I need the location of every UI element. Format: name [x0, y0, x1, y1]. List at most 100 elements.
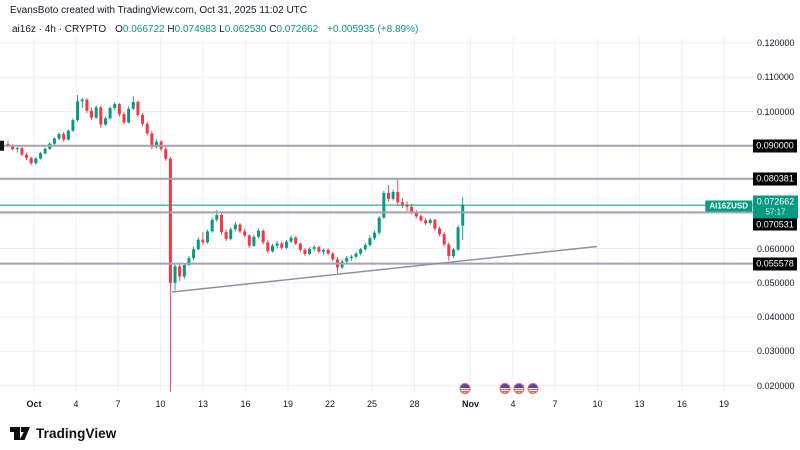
time-axis-label: Oct	[26, 399, 42, 409]
tradingview-logo-icon	[10, 427, 30, 440]
candle-body	[108, 108, 112, 119]
candle-body	[201, 239, 205, 243]
candle-body	[359, 249, 363, 254]
candle-body	[192, 249, 196, 259]
candle-body	[85, 99, 89, 111]
time-axis-label: 16	[676, 399, 688, 409]
candle-body	[298, 243, 302, 250]
candle-body	[187, 258, 191, 265]
candle-body	[456, 227, 460, 250]
candle-body	[261, 230, 265, 243]
candle-body	[400, 202, 404, 205]
candle-body	[308, 248, 312, 254]
candle-body	[99, 107, 103, 125]
ohlc-key: L	[219, 24, 225, 35]
ohlc-value: 0.062530	[224, 24, 270, 35]
time-axis-label: 25	[366, 399, 378, 409]
candle-body	[284, 241, 288, 248]
candle-body	[182, 264, 186, 277]
candle-body	[113, 103, 117, 109]
time-axis-label: Nov	[461, 399, 480, 409]
candle-body	[229, 229, 233, 239]
candle-body	[377, 217, 381, 233]
time-axis-label: 22	[324, 399, 336, 409]
economic-event-us-flag-icon[interactable]	[459, 383, 471, 394]
time-axis-label: 19	[282, 399, 294, 409]
ohlc-value: 0.074983	[174, 24, 220, 35]
candle-body	[25, 154, 29, 159]
ohlc-values: O0.066722 H0.074983 L0.062530 C0.072662	[115, 24, 318, 35]
candle-body	[428, 219, 432, 224]
level-price-label: 0.090000	[753, 139, 797, 153]
candle-body	[442, 234, 446, 245]
candle-body	[363, 245, 367, 250]
candle-body	[52, 138, 56, 144]
candle-body	[29, 158, 33, 164]
candle-body	[238, 224, 242, 232]
price-axis-label: 0.120000	[757, 38, 795, 48]
candle-body	[20, 148, 24, 155]
candle-body	[57, 134, 61, 139]
candle-body	[294, 237, 298, 244]
candle-body	[317, 247, 321, 252]
candle-body	[247, 235, 251, 246]
candle-body	[43, 148, 47, 154]
candle-body	[414, 212, 418, 217]
candle-body	[224, 232, 228, 239]
time-axis-label: 10	[155, 399, 166, 409]
economic-event-us-flag-icon[interactable]	[527, 383, 539, 394]
ohlc-key: O	[115, 24, 123, 35]
candle-body	[289, 237, 293, 242]
price-axis-label: 0.100000	[757, 106, 795, 117]
candle-body	[396, 191, 400, 203]
trendline	[171, 245, 598, 293]
candle-body	[178, 266, 182, 277]
candle-body	[90, 110, 94, 118]
tradingview-logo[interactable]: TradingView	[9, 424, 116, 442]
level-price-label: 0.070531	[753, 217, 797, 231]
current-price-value: 0.072662	[756, 196, 795, 207]
level-price-label: 0.080381	[753, 172, 797, 186]
candle-body	[438, 228, 442, 235]
ohlc-key: C	[269, 24, 277, 35]
ohlc-value: 0.066722	[122, 24, 168, 35]
candle-body	[62, 134, 66, 140]
candle-body	[243, 231, 247, 236]
candle-body	[405, 204, 409, 207]
time-axis-label: 19	[718, 399, 730, 409]
candle-body	[122, 114, 126, 123]
attribution-text: EvansBoto created with TradingView.com, …	[10, 5, 308, 16]
time-axis-label: 13	[197, 399, 209, 409]
level-price-label: 0.055578	[753, 257, 797, 271]
candle-body	[80, 99, 84, 102]
economic-event-us-flag-icon[interactable]	[499, 383, 511, 394]
candle-body	[257, 230, 261, 237]
candle-body	[150, 133, 154, 148]
candle-body	[433, 219, 437, 229]
candle-body	[270, 245, 274, 252]
candle-body	[322, 249, 326, 252]
candle-body	[103, 118, 107, 125]
bar-countdown: 57:17	[765, 207, 786, 217]
economic-event-us-flag-icon[interactable]	[513, 383, 525, 394]
price-axis-label: 0.050000	[757, 277, 795, 288]
candle-body	[131, 101, 135, 109]
candle-body	[424, 220, 428, 224]
candle-body	[127, 108, 131, 123]
candle-body	[410, 206, 414, 213]
candle-body	[303, 249, 307, 254]
price-chart-canvas[interactable]	[0, 0, 753, 395]
symbol-title[interactable]: ai16z · 4h · CRYPTO	[12, 24, 107, 35]
time-axis-label: 4	[73, 399, 79, 409]
candle-body	[219, 214, 223, 233]
candle-body	[252, 236, 256, 246]
candle-body	[154, 141, 158, 148]
ray-anchor-mark	[0, 140, 4, 151]
candle-body	[173, 266, 177, 283]
symbol-legend[interactable]: ai16z · 4h · CRYPTO O0.066722 H0.074983 …	[12, 24, 418, 35]
tradingview-logo-text: TradingView	[36, 425, 117, 441]
candle-body	[66, 130, 70, 140]
candle-body	[94, 107, 98, 118]
candle-body	[280, 243, 284, 248]
